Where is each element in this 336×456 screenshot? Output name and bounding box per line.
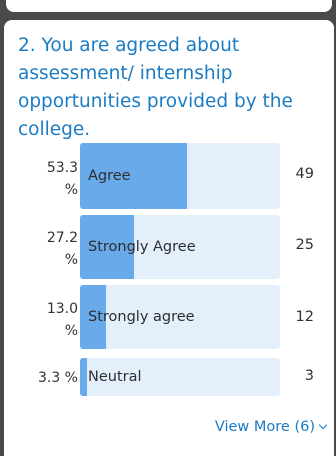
- response-label: Neutral: [88, 369, 142, 385]
- response-label: Strongly agree: [88, 309, 195, 325]
- response-bar-fill: [80, 143, 187, 209]
- response-bar[interactable]: Neutral: [80, 358, 280, 396]
- response-count: 3: [304, 368, 314, 384]
- response-bar[interactable]: Strongly Agree: [80, 215, 280, 279]
- response-percent: 13.0 %: [46, 301, 78, 339]
- response-label: Strongly Agree: [88, 239, 196, 255]
- response-count: 25: [295, 237, 314, 253]
- response-count: 49: [295, 166, 314, 182]
- question-card: 2. You are agreed about assessment/ inte…: [4, 20, 334, 456]
- response-row: 13.0 % Strongly agree 12: [4, 285, 334, 351]
- question-title: 2. You are agreed about assessment/ inte…: [18, 35, 293, 140]
- response-percent: 27.2 %: [46, 230, 78, 268]
- response-bar-fill: [80, 215, 135, 279]
- view-more-link[interactable]: View More (6): [214, 419, 328, 435]
- response-percent: 3.3 %: [37, 370, 78, 386]
- response-percent: 53.3 %: [46, 160, 78, 198]
- view-more-label: View More (6): [214, 419, 315, 435]
- response-row: 3.3 % Neutral 3: [4, 358, 334, 398]
- response-row: 53.3 % Agree 49: [4, 143, 334, 211]
- previous-question-card: [6, 0, 332, 12]
- response-bar[interactable]: Agree: [80, 143, 280, 209]
- response-label: Agree: [88, 168, 131, 184]
- response-bar-fill: [80, 285, 106, 349]
- chevron-down-icon: [318, 420, 328, 430]
- response-row: 27.2 % Strongly Agree 25: [4, 215, 334, 281]
- response-bar[interactable]: Strongly agree: [80, 285, 280, 349]
- response-bar-fill: [80, 358, 87, 396]
- response-count: 12: [295, 309, 314, 325]
